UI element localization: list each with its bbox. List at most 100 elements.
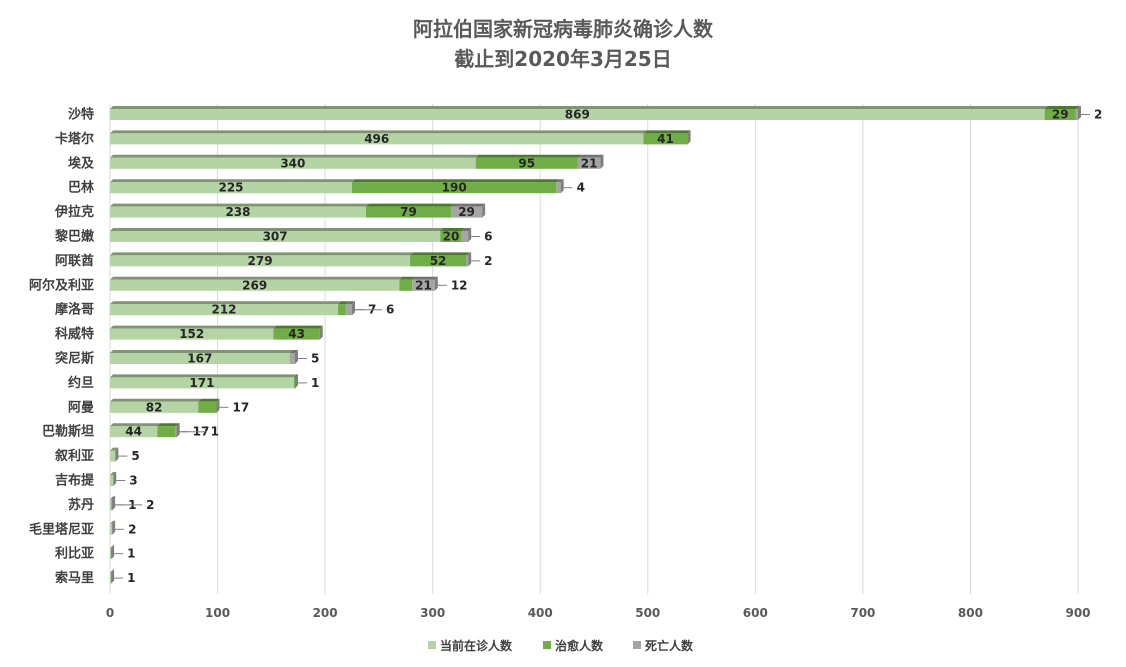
- bar-segment: [450, 206, 483, 218]
- category-label: 科威特: [55, 326, 94, 342]
- category-label: 伊拉克: [54, 204, 94, 220]
- bar-segment: [399, 279, 413, 291]
- bar-segment: [110, 499, 112, 511]
- bar-segment: [110, 133, 644, 145]
- bar-segment: [110, 475, 114, 486]
- bar-segment-top: [110, 203, 369, 207]
- x-tick-label: 100: [205, 606, 230, 620]
- data-label: 79: [400, 205, 417, 219]
- bar-segment: [466, 255, 469, 267]
- bar-segment: [1075, 109, 1078, 120]
- bar-segment-top: [475, 154, 581, 158]
- data-label: 95: [518, 156, 535, 170]
- bar-segment-top: [198, 398, 220, 402]
- bar-segment-top: [110, 179, 355, 183]
- bar-end-cap: [112, 496, 116, 511]
- bar-segment-top: [365, 203, 454, 207]
- data-label: 82: [146, 400, 163, 414]
- data-label: 869: [565, 108, 590, 122]
- bar-segment-top: [345, 301, 355, 305]
- data-label: 1: [311, 376, 319, 390]
- bar-end-cap: [560, 179, 564, 194]
- x-tick-label: 700: [850, 606, 875, 620]
- data-label: 29: [1052, 108, 1069, 122]
- bar-segment: [110, 523, 113, 535]
- bar-segment: [365, 206, 451, 218]
- data-label: 6: [484, 230, 492, 244]
- category-label: 埃及: [68, 155, 95, 171]
- bar-segment: [110, 231, 441, 242]
- bar-segment-top: [157, 423, 179, 427]
- data-label: 269: [242, 278, 267, 292]
- data-label: 4: [577, 181, 585, 195]
- bar-segment-top: [110, 398, 202, 402]
- bar-segment: [110, 157, 476, 169]
- data-label: 21: [415, 278, 432, 292]
- chart-title: 阿拉伯国家新冠病毒肺炎确诊人数: [413, 17, 714, 41]
- x-tick-label: 200: [313, 606, 338, 620]
- bar-segment: [338, 304, 346, 316]
- bar-segment: [110, 548, 112, 560]
- bar-segment: [110, 450, 116, 462]
- data-label: 44: [125, 425, 142, 439]
- legend-label: 死亡人数: [645, 638, 694, 653]
- category-label: 黎巴嫩: [55, 229, 95, 245]
- data-label: 21: [581, 156, 598, 170]
- category-label: 索马里: [55, 570, 94, 586]
- bar-segment-top: [110, 106, 1048, 109]
- category-label: 卡塔尔: [55, 131, 94, 147]
- bar-segment-top: [110, 228, 444, 231]
- category-label: 沙特: [68, 107, 94, 123]
- data-label: 340: [280, 156, 305, 170]
- category-label: 吉布提: [55, 473, 95, 489]
- bar-segment-top: [410, 252, 470, 256]
- bar-segment: [110, 572, 112, 584]
- data-label: 152: [179, 327, 204, 341]
- data-label: 190: [442, 181, 467, 195]
- bar-segment: [110, 426, 158, 438]
- bar-segment: [1044, 109, 1076, 120]
- legend-swatch: [633, 641, 641, 649]
- bars: [110, 106, 1081, 584]
- bar-end-cap: [113, 472, 117, 486]
- bar-end-cap: [319, 325, 323, 340]
- bar-segment-top: [450, 203, 486, 207]
- category-label: 阿尔及利亚: [29, 277, 94, 293]
- bar-segment-top: [110, 374, 297, 378]
- bar-segment-top: [556, 179, 564, 183]
- bar-segment-top: [110, 252, 414, 256]
- data-label: 20: [443, 230, 460, 244]
- bar-end-cap: [176, 423, 180, 438]
- data-label: 171: [189, 376, 214, 390]
- bar-segment: [293, 377, 296, 389]
- data-label: 41: [657, 132, 674, 146]
- bar-end-cap: [111, 545, 115, 560]
- bar-segment: [110, 353, 290, 364]
- legend-swatch: [428, 641, 436, 649]
- bar-segment: [110, 304, 339, 316]
- bar-segment: [110, 109, 1045, 120]
- x-tick-label: 800: [958, 606, 983, 620]
- bar-segment-top: [110, 472, 117, 475]
- x-tick-label: 500: [635, 606, 660, 620]
- data-label: 17: [232, 400, 249, 414]
- bar-end-cap: [111, 569, 115, 584]
- bar-segment: [110, 401, 199, 413]
- chart-subtitle: 截止到2020年3月25日: [454, 47, 671, 71]
- x-tick-label: 0: [106, 606, 114, 620]
- bar-segment: [643, 133, 688, 145]
- bar-segment: [175, 426, 178, 438]
- data-label: 2: [484, 254, 492, 268]
- bar-end-cap: [482, 203, 486, 218]
- bar-segment: [110, 279, 400, 291]
- x-tick-label: 300: [420, 606, 445, 620]
- bar-end-cap: [112, 520, 116, 535]
- data-label: 1: [211, 425, 219, 439]
- bar-segment: [157, 426, 176, 438]
- data-label: 29: [458, 205, 475, 219]
- bar-end-cap: [1078, 106, 1081, 120]
- category-label: 摩洛哥: [55, 302, 94, 318]
- bar-segment: [289, 353, 295, 364]
- bar-segment-top: [110, 423, 161, 427]
- bar-segment-top: [273, 325, 323, 329]
